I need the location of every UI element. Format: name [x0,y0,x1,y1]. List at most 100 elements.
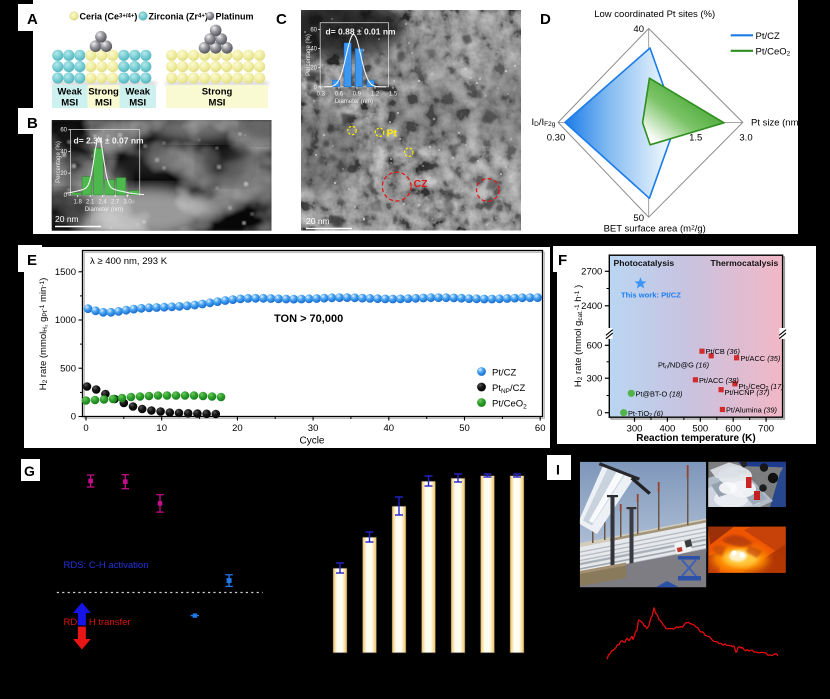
svg-text:40: 40 [633,24,644,35]
svg-text:Pt/ACC (35): Pt/ACC (35) [741,354,781,363]
svg-text:Diameter (nm): Diameter (nm) [85,207,123,213]
svg-text:Percentage (%): Percentage (%) [306,34,312,76]
svg-text:2.7: 2.7 [111,200,120,206]
svg-text:40: 40 [310,47,317,53]
svg-text:Pt size (nm): Pt size (nm) [751,118,802,129]
svg-text:Pt/CeO2: Pt/CeO2 [756,46,791,57]
svg-text:300: 300 [586,373,602,384]
svg-text:MSI: MSI [95,98,112,109]
svg-text:2.1: 2.1 [86,200,95,206]
svg-text:Low coordinated Pt sites (%): Low coordinated Pt sites (%) [594,9,715,20]
svg-text:BET surface area (m2/g): BET surface area (m2/g) [604,224,706,235]
svg-text:CZ: CZ [414,178,429,190]
svg-text:1.5: 1.5 [689,133,702,144]
svg-text:λ ≥ 400 nm, 293 K: λ ≥ 400 nm, 293 K [90,256,168,267]
svg-text:B: B [27,115,38,132]
svg-text:Ceria (Ce3+/4+): Ceria (Ce3+/4+) [80,12,138,22]
svg-text:Pt/CB (36): Pt/CB (36) [706,347,741,356]
svg-text:Pt/Alumina (39): Pt/Alumina (39) [726,406,777,415]
svg-text:0: 0 [597,408,602,419]
svg-text:20: 20 [60,171,67,177]
svg-text:PtNP/CZ: PtNP/CZ [492,383,526,395]
svg-text:Weak: Weak [125,87,150,98]
svg-text:Thermocatalysis: Thermocatalysis [711,258,779,268]
svg-text:MSI: MSI [129,98,146,109]
svg-text:Pt/CZ: Pt/CZ [492,368,516,379]
svg-text:Percentage (%): Percentage (%) [56,141,62,183]
svg-text:60: 60 [60,128,67,134]
svg-text:Strong: Strong [88,87,119,98]
svg-text:1000: 1000 [55,315,76,326]
svg-text:C: C [276,11,287,28]
svg-text:G: G [24,463,35,479]
svg-text:1.5: 1.5 [389,92,398,98]
svg-text:3.0: 3.0 [123,200,132,206]
svg-text:600: 600 [725,424,741,435]
svg-text:500: 500 [60,363,76,374]
svg-text:3.0: 3.0 [739,133,752,144]
svg-text:Pt/ACC (38): Pt/ACC (38) [699,376,739,385]
svg-text:d= 0.88 ± 0.01 nm: d= 0.88 ± 0.01 nm [326,27,397,37]
svg-text:TON > 70,000: TON > 70,000 [274,313,343,325]
svg-text:20: 20 [310,66,317,72]
svg-text:Pt1/CeO2 (17): Pt1/CeO2 (17) [739,382,785,392]
svg-text:30: 30 [308,423,319,434]
svg-text:Pt-TiO2 (6): Pt-TiO2 (6) [628,409,664,419]
svg-text:2400: 2400 [581,301,602,312]
svg-text:Photocatalysis: Photocatalysis [614,258,675,268]
svg-text:H2 rate (mmol gcat.-1 h-1 ): H2 rate (mmol gcat.-1 h-1 ) [573,285,584,387]
svg-text:50: 50 [633,213,644,224]
svg-text:Strong: Strong [202,87,233,98]
svg-text:500: 500 [692,424,708,435]
svg-text:MSI: MSI [209,98,226,109]
svg-text:Platinum: Platinum [216,12,254,22]
svg-text:Cycle: Cycle [299,436,324,447]
svg-text:2.4: 2.4 [98,200,107,206]
svg-text:D: D [540,11,551,28]
svg-text:1.2: 1.2 [371,92,380,98]
svg-text:Ptn/ND@G (16): Ptn/ND@G (16) [658,361,710,371]
svg-text:Pt: Pt [387,128,398,140]
svg-text:Pt/CeO2: Pt/CeO2 [492,399,527,411]
svg-text:1500: 1500 [55,267,76,278]
svg-text:0.6: 0.6 [335,92,344,98]
svg-text:Pt@BT-O (18): Pt@BT-O (18) [636,389,683,398]
svg-text:Diameter (nm): Diameter (nm) [335,99,373,105]
svg-text:A: A [27,11,38,28]
svg-text:E: E [27,252,37,269]
svg-text:0: 0 [83,423,88,434]
svg-text:Reaction temperature (K): Reaction temperature (K) [636,433,755,444]
svg-text:300: 300 [627,424,643,435]
svg-text:0.3: 0.3 [317,92,326,98]
svg-text:MSI: MSI [61,98,78,109]
svg-text:d= 2.34 ± 0.07 nm: d= 2.34 ± 0.07 nm [74,136,145,146]
svg-text:0: 0 [314,85,318,91]
svg-text:RDS: C-H activation: RDS: C-H activation [64,560,149,571]
svg-text:60: 60 [310,28,317,34]
svg-text:F: F [558,252,567,269]
svg-text:Pt/HCNP (37): Pt/HCNP (37) [725,388,771,397]
svg-text:0.30: 0.30 [547,133,566,144]
svg-text:40: 40 [60,149,67,155]
svg-text:Zirconia (Zr4+): Zirconia (Zr4+) [149,12,208,22]
svg-text:H2 rate (mmolH₂ gPt-1 min-1): H2 rate (mmolH₂ gPt-1 min-1) [38,278,49,391]
svg-text:50: 50 [459,423,470,434]
svg-text:40: 40 [384,423,395,434]
svg-text:0.9: 0.9 [353,92,362,98]
svg-text:I: I [556,462,560,478]
svg-text:0: 0 [71,412,76,423]
svg-text:60: 60 [535,423,546,434]
svg-text:Pt/CZ: Pt/CZ [756,31,780,42]
svg-text:0: 0 [64,193,68,199]
svg-text:20 nm: 20 nm [306,216,330,226]
svg-text:RDS: H transfer: RDS: H transfer [64,617,131,628]
svg-text:600: 600 [586,341,602,352]
svg-text:700: 700 [758,424,774,435]
svg-text:400: 400 [659,424,675,435]
svg-text:ID/IF2g: ID/IF2g [532,117,556,128]
svg-text:20: 20 [232,423,243,434]
svg-text:1.8: 1.8 [74,200,83,206]
svg-text:2700: 2700 [581,267,602,278]
svg-text:This work: Pt/CZ: This work: Pt/CZ [621,291,681,300]
svg-text:Weak: Weak [57,87,82,98]
